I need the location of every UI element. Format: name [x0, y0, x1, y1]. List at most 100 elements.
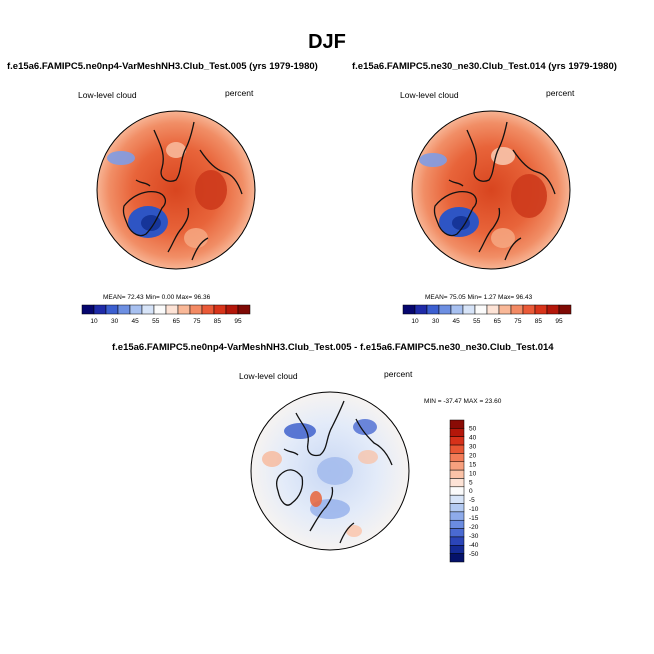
max-label: Max=: [176, 294, 193, 301]
panel-3-title: f.e15a6.FAMIPC5.ne0np4-VarMeshNH3.Club_T…: [112, 342, 554, 353]
panel-3-colorbar-tick-label: -20: [469, 524, 479, 531]
panel-1-colorbar-swatch: [81, 304, 95, 315]
panel-1-colorbar-swatch: [117, 304, 131, 315]
panel-1-colorbar-swatch: [141, 304, 155, 315]
panel-3-polar-map: [250, 391, 410, 551]
panel-3-colorbar-tick-label: 0: [469, 488, 473, 495]
panel-2-colorbar: 10 30 45 55 65 75 85 95: [402, 304, 572, 325]
panel-3-colorbar-swatch: [449, 503, 465, 513]
panel-1-colorbar-swatch: [237, 304, 251, 315]
panel-1-map-field: [97, 111, 255, 269]
panel-1-map-border: [96, 110, 256, 270]
panel-1-coastlines: [122, 121, 243, 261]
panel-3-colorbar-tick-label: 10: [469, 470, 477, 477]
panel-1-units-label: percent: [225, 88, 254, 98]
panel-3-colorbar-swatch: [449, 436, 465, 446]
panel-2-colorbar-swatch: [402, 304, 416, 315]
panel-2-polar-map: [411, 110, 571, 270]
panel-3-negative-anomaly: [317, 457, 353, 485]
panel-3-colorbar-swatch: [449, 545, 465, 554]
panel-2-stats: MEAN= 75.05 Min= 1.27 Max= 96.43: [425, 294, 532, 301]
panel-2-colorbar-swatch: [414, 304, 428, 315]
panel-1-colorbar-tick-label: 55: [152, 318, 160, 325]
panel-2-colorbar-tick-label: 55: [473, 318, 481, 325]
panel-2-colorbar-swatch: [450, 304, 464, 315]
panel-1-colorbar-swatch: [165, 304, 179, 315]
panel-3-negative-anomaly: [284, 423, 316, 439]
panel-3-coastlines: [276, 400, 393, 544]
panel-1-colorbar-tick-label: 30: [111, 318, 119, 325]
panel-1-colorbar-swatch: [177, 304, 191, 315]
mean-value: 72.43: [127, 294, 144, 301]
panel-3-colorbar-tick-label: -40: [469, 542, 479, 549]
panel-1-stats: MEAN= 72.43 Min= 0.00 Max= 96.36: [103, 294, 210, 301]
panel-2-colorbar-tick-label: 85: [535, 318, 543, 325]
panel-2-colorbar-tick-label: 10: [411, 318, 419, 325]
panel-1-high-cloud-region: [184, 228, 208, 248]
panel-1-colorbar-swatch: [213, 304, 227, 315]
max-label: Max=: [498, 294, 515, 301]
min-value: 0.00: [161, 294, 175, 301]
panel-1-title: f.e15a6.FAMIPC5.ne0np4-VarMeshNH3.Club_T…: [7, 61, 318, 72]
panel-3-variable-label: Low-level cloud: [239, 371, 298, 381]
panel-1-colorbar-tick-label: 95: [234, 318, 242, 325]
panel-1-colorbar-tick-label: 75: [193, 318, 201, 325]
panel-3-colorbar-tick-label: -50: [469, 551, 479, 558]
panel-3-colorbar-swatch: [449, 494, 465, 504]
panel-1-high-cloud-region: [195, 170, 227, 210]
panel-1-colorbar-tick-label: 65: [173, 318, 181, 325]
panel-3-colorbar-tick-label: 50: [469, 426, 477, 433]
panel-3-colorbar-swatch: [449, 519, 465, 529]
panel-3-colorbar-swatch: [449, 419, 465, 429]
panel-3-colorbar-tick-label: -5: [469, 497, 475, 504]
panel-3-colorbar-swatch: [449, 486, 465, 496]
panel-2-coastlines: [433, 121, 556, 261]
panel-3-colorbar-swatch: [449, 528, 465, 538]
panel-3-colorbar-tick-label: -30: [469, 533, 479, 540]
min-label: Min=: [145, 294, 160, 301]
panel-2-high-cloud-region: [491, 228, 515, 248]
panel-1-colorbar-swatch: [93, 304, 107, 315]
panel-3-positive-anomaly: [262, 451, 282, 467]
panel-2-colorbar-tick-label: 30: [432, 318, 440, 325]
panel-2-variable-label: Low-level cloud: [400, 90, 459, 100]
panel-1-polar-map: [96, 110, 256, 270]
panel-2-colorbar-swatch: [498, 304, 512, 315]
panel-2-colorbar-tick-label: 95: [555, 318, 563, 325]
panel-1-colorbar-swatch: [129, 304, 143, 315]
panel-2-title: f.e15a6.FAMIPC5.ne30_ne30.Club_Test.014 …: [352, 61, 617, 72]
panel-2-colorbar-swatch: [534, 304, 548, 315]
panel-2-units-label: percent: [546, 88, 575, 98]
panel-2-low-cloud-region: [419, 153, 447, 167]
panel-3-colorbar-tick-label: -15: [469, 515, 479, 522]
figure-title: DJF: [308, 31, 346, 53]
panel-3-positive-anomaly: [310, 491, 322, 507]
max-value: 96.36: [193, 294, 211, 301]
panel-2-colorbar-swatch: [462, 304, 476, 315]
panel-1-low-cloud-region: [107, 151, 135, 165]
panel-1-variable-label: Low-level cloud: [78, 90, 137, 100]
panel-3-positive-anomaly: [346, 525, 362, 537]
panel-2-colorbar-swatch: [486, 304, 500, 315]
panel-2-colorbar-swatch: [426, 304, 440, 315]
panel-2-colorbar-tick-label: 65: [494, 318, 502, 325]
panel-1-colorbar-swatch: [201, 304, 215, 315]
panel-1-colorbar-swatch: [189, 304, 203, 315]
mean-label: MEAN=: [103, 294, 126, 301]
panel-1-colorbar-tick-label: 45: [132, 318, 140, 325]
panel-3-colorbar-swatch: [449, 428, 465, 437]
panel-3-colorbar-swatch: [449, 536, 465, 546]
panel-1-colorbar-tick-label: 85: [214, 318, 222, 325]
panel-1-colorbar-swatch: [225, 304, 239, 315]
min-label: Min=: [467, 294, 482, 301]
panel-3-colorbar-tick-label: -10: [469, 506, 479, 513]
panel-3-units-label: percent: [384, 369, 413, 379]
panel-1-colorbar-swatch: [153, 304, 167, 315]
panel-1-colorbar-swatch: [105, 304, 119, 315]
panel-2-colorbar-swatch: [546, 304, 560, 315]
panel-3-colorbar-tick-label: 15: [469, 461, 477, 468]
panel-3-colorbar-swatch: [449, 511, 465, 521]
panel-1-colorbar-tick-label: 10: [90, 318, 98, 325]
max-value: 96.43: [515, 294, 533, 301]
